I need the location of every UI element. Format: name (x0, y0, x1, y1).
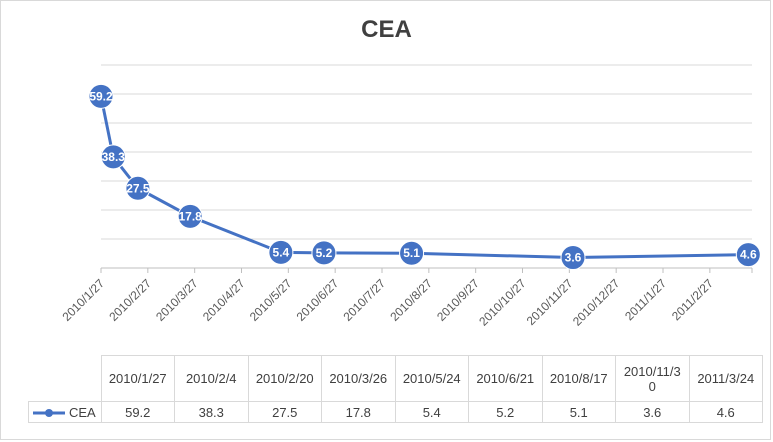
data-point (560, 245, 586, 271)
data-label: 3.6 (565, 251, 582, 265)
legend-swatch (33, 409, 65, 418)
data-table-header-cell: 2010/11/3 0 (615, 355, 690, 402)
data-table-header-cell: 2010/2/4 (174, 355, 249, 402)
data-table-header-cell: 2010/8/17 (541, 355, 616, 402)
data-table-corner (28, 355, 102, 402)
series-line-cea (99, 96, 749, 260)
data-table: 2010/1/27 2010/2/4 2010/2/20 2010/3/26 2010/… (28, 355, 763, 423)
x-tick-label: 2010/12/27 (570, 276, 623, 329)
x-tick-label: 2011/2/27 (669, 276, 716, 323)
data-table-values-row: CEA 59.2 38.3 27.5 17.8 5.4 5.2 5.1 3.6 4.6 (28, 401, 763, 423)
x-tick-label: 2010/10/27 (476, 276, 529, 329)
data-table-header-cell: 2010/3/26 (321, 355, 396, 402)
chart-title: CEA (361, 16, 412, 43)
data-table-value-cell: 4.6 (688, 401, 763, 423)
x-tick-label: 2010/7/27 (340, 276, 388, 324)
x-tick-label: 2010/9/27 (434, 276, 482, 324)
data-table-value-cell: 38.3 (174, 401, 249, 423)
data-table-header-cell: 2011/3/24 (688, 355, 763, 402)
data-label: 27.5 (126, 181, 150, 195)
x-tick-label: 2010/5/27 (247, 276, 295, 324)
data-label: 5.1 (403, 246, 420, 260)
data-point (177, 203, 203, 229)
data-table-header-cell: 2010/5/24 (394, 355, 469, 402)
x-tick-label: 2010/8/27 (387, 276, 435, 324)
x-tick-label: 2011/1/27 (622, 276, 669, 323)
data-table-value-cell: 17.8 (321, 401, 396, 423)
data-table-header-cell: 2010/2/20 (247, 355, 322, 402)
data-label: 5.2 (316, 246, 333, 260)
data-point (399, 240, 425, 266)
data-label: 5.4 (273, 245, 290, 259)
line-chart: 2010/1/27 2010/2/27 2010/3/27 2010/4/27 2010… (59, 64, 761, 329)
data-label: 59.2 (89, 89, 113, 103)
x-tick-label: 2010/1/27 (59, 276, 107, 324)
data-table-header-cell: 2010/1/27 (100, 355, 175, 402)
x-tick-label: 2010/11/27 (524, 276, 576, 328)
data-point (100, 144, 126, 170)
data-label: 4.6 (740, 248, 757, 262)
data-point (125, 175, 151, 201)
data-label: 17.8 (178, 209, 202, 223)
data-table-value-cell: 3.6 (615, 401, 690, 423)
data-point (735, 242, 761, 268)
data-table-legend-cell: CEA (28, 401, 102, 423)
legend-series-name: CEA (69, 404, 96, 420)
data-table-value-cell: 5.1 (541, 401, 616, 423)
data-point (88, 83, 114, 109)
data-table-value-cell: 5.4 (394, 401, 469, 423)
data-table-value-cell: 27.5 (247, 401, 322, 423)
x-tick-label: 2010/3/27 (153, 276, 201, 324)
data-label: 38.3 (102, 150, 126, 164)
data-table-value-cell: 5.2 (468, 401, 543, 423)
data-table-header-row: 2010/1/27 2010/2/4 2010/2/20 2010/3/26 2010/… (28, 355, 763, 402)
x-tick-label: 2010/4/27 (200, 276, 248, 324)
data-point (311, 240, 337, 266)
data-table-value-cell: 59.2 (100, 401, 175, 423)
data-point (268, 239, 294, 265)
x-tick-label: 2010/2/27 (106, 276, 154, 324)
data-table-header-cell: 2010/6/21 (468, 355, 543, 402)
x-tick-label: 2010/6/27 (294, 276, 342, 324)
